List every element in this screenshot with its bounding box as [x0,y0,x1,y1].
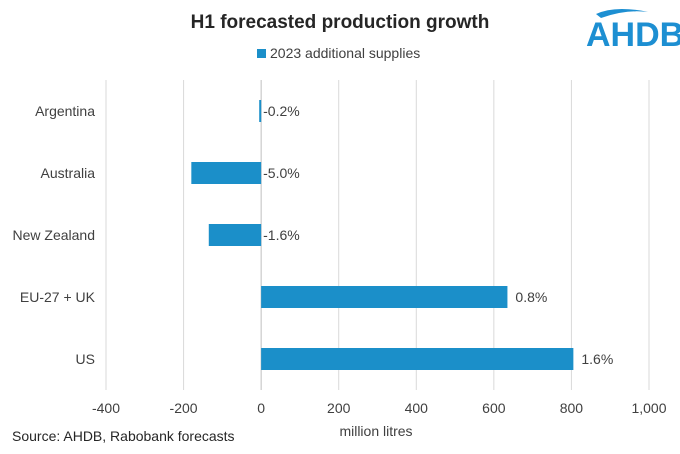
chart-title: H1 forecasted production growth [191,12,490,33]
ahdb-logo: AHDB [586,8,680,54]
category-label: US [76,351,95,367]
category-label: EU-27 + UK [20,289,96,305]
x-tick-label: 600 [482,400,506,416]
legend: 2023 additional supplies [257,45,420,61]
plot-area: -400 -200 0 200 400 600 800 1,000 Argentina -0.2%… [13,80,667,416]
x-tick-label: -200 [170,400,198,416]
x-tick-label: 200 [327,400,351,416]
x-axis-title: million litres [339,423,412,439]
data-label: -5.0% [263,165,300,181]
bar [261,348,574,370]
bar [261,286,508,308]
category-label: Argentina [35,103,95,119]
x-tick-label: -400 [92,400,120,416]
data-label: -0.2% [263,103,300,119]
x-tick-label: 0 [257,400,265,416]
bar [259,100,262,122]
x-tick-label: 800 [560,400,584,416]
category-label: New Zealand [13,227,96,243]
data-label: 0.8% [515,289,547,305]
legend-swatch [257,49,266,58]
data-label: -1.6% [263,227,300,243]
logo-swoosh [596,8,648,18]
legend-label: 2023 additional supplies [270,45,420,61]
x-tick-label: 400 [405,400,429,416]
logo-text: AHDB [586,16,680,54]
category-label: Australia [41,165,96,181]
data-label: 1.6% [581,351,613,367]
bar [208,224,262,246]
bar [191,162,262,184]
source-note: Source: AHDB, Rabobank forecasts [12,428,235,444]
x-tick-label: 1,000 [631,400,666,416]
